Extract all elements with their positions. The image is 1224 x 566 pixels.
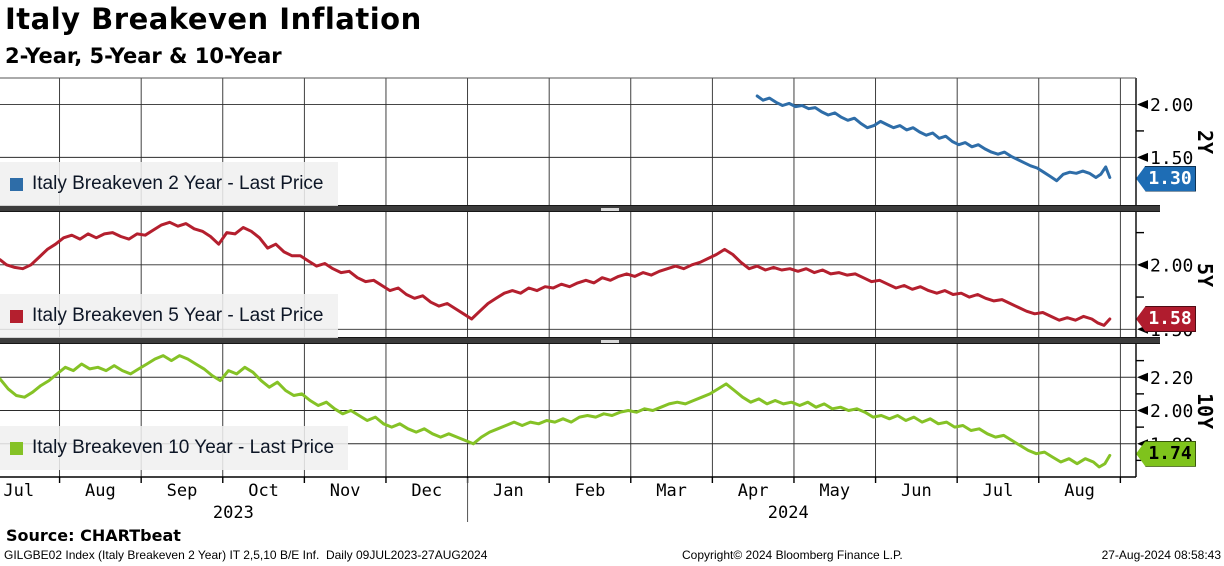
- y-tick-label: 2.00: [1150, 95, 1193, 116]
- series-line-5y[interactable]: [0, 220, 1112, 327]
- legend-swatch-10y-icon: [10, 441, 23, 455]
- legend-label-2y: Italy Breakeven 2 Year - Last Price: [32, 173, 324, 194]
- x-month-label: May: [819, 481, 850, 501]
- x-month-label: Dec: [411, 481, 442, 501]
- x-month-label: Mar: [656, 481, 687, 501]
- x-month-label: Oct: [248, 481, 279, 501]
- x-month-label: Jun: [901, 481, 932, 501]
- x-year-label: 2024: [768, 503, 809, 523]
- legend-label-10y: Italy Breakeven 10 Year - Last Price: [32, 437, 335, 458]
- source-note: Source: CHARTbeat: [6, 526, 181, 545]
- y-tick-label: 2.00: [1150, 401, 1193, 422]
- axis-tick-arrow-icon: [1137, 152, 1148, 162]
- axis-tick-arrow-icon: [1137, 372, 1148, 382]
- x-month-label: Jan: [493, 481, 524, 501]
- x-month-label: Apr: [738, 481, 769, 501]
- y-tick-label: 2.20: [1150, 368, 1193, 389]
- chart-title: Italy Breakeven Inflation: [5, 2, 422, 36]
- legend-2y[interactable]: Italy Breakeven 2 Year - Last Price: [0, 162, 338, 206]
- copyright-note: Copyright© 2024 Bloomberg Finance L.P.: [682, 548, 903, 562]
- last-price-badge-2y[interactable]: 1.30: [1136, 165, 1196, 192]
- separator-grip-icon: [601, 340, 619, 343]
- axis-tick-arrow-icon: [1137, 99, 1148, 109]
- axis-tick-arrow-icon: [1137, 260, 1148, 270]
- series-line-10y[interactable]: [0, 354, 1112, 469]
- series-line-2y[interactable]: [755, 94, 1112, 183]
- chart-subtitle: 2-Year, 5-Year & 10-Year: [5, 44, 282, 68]
- axis-tick-arrow-icon: [1137, 406, 1148, 415]
- legend-swatch-2y-icon: [10, 177, 23, 191]
- axis-label-2y: 2Y: [1193, 129, 1217, 154]
- legend-label-5y: Italy Breakeven 5 Year - Last Price: [32, 305, 324, 326]
- y-tick-label: 2.00: [1150, 255, 1193, 276]
- ticker-info: GILGBE02 Index (Italy Breakeven 2 Year) …: [4, 548, 488, 562]
- x-month-label: Jul: [3, 481, 34, 501]
- axis-label-10y: 10Y: [1193, 392, 1217, 429]
- legend-10y[interactable]: Italy Breakeven 10 Year - Last Price: [0, 426, 349, 470]
- x-month-label: Jul: [983, 481, 1014, 501]
- x-month-label: Aug: [1064, 481, 1095, 501]
- x-month-label: Nov: [330, 481, 361, 501]
- y-tick-label: 1.50: [1150, 148, 1193, 169]
- last-price-badge-10y[interactable]: 1.74: [1136, 440, 1196, 467]
- timestamp: 27-Aug-2024 08:58:43: [1101, 548, 1221, 562]
- axis-label-5y: 5Y: [1193, 262, 1217, 287]
- panel-separator-1[interactable]: [0, 205, 1160, 212]
- x-month-label: Sep: [167, 481, 198, 501]
- last-price-badge-5y[interactable]: 1.58: [1136, 305, 1196, 332]
- legend-5y[interactable]: Italy Breakeven 5 Year - Last Price: [0, 294, 338, 338]
- legend-swatch-5y-icon: [10, 309, 23, 323]
- x-year-label: 2023: [213, 503, 254, 523]
- panel-separator-2[interactable]: [0, 337, 1160, 344]
- x-month-label: Feb: [575, 481, 606, 501]
- x-month-label: Aug: [85, 481, 116, 501]
- separator-grip-icon: [601, 208, 619, 211]
